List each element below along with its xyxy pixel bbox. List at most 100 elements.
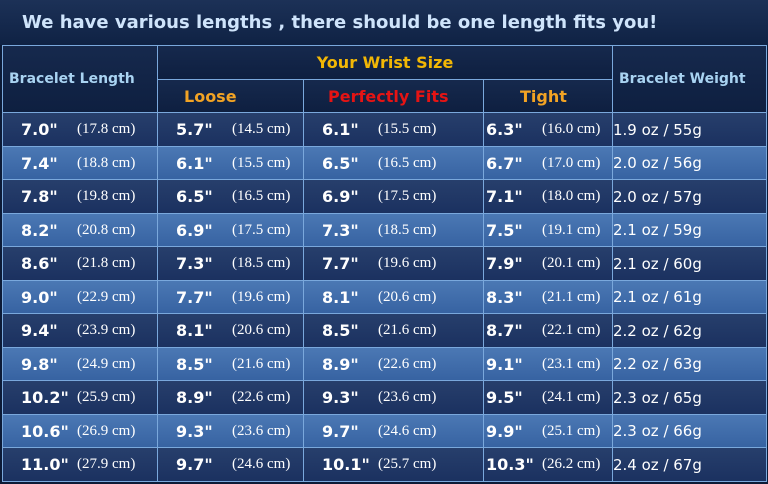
inch-value: 8.9" — [176, 388, 213, 407]
table-cell: 9.0" (22.9 cm) — [2, 280, 158, 314]
table-cell: 2.4 oz / 67g — [612, 447, 767, 482]
inch-value: 8.7" — [486, 321, 523, 340]
inch-value: 7.7" — [176, 287, 213, 307]
table-cell: 9.4" (23.9 cm) — [2, 313, 158, 348]
cm-value: (25.1 cm) — [542, 422, 601, 439]
weight-value: 2.4 oz / 67g — [613, 455, 702, 474]
inch-value: 6.1" — [322, 120, 359, 139]
table-cell: 2.1 oz / 60g — [612, 246, 767, 281]
cm-value: (17.5 cm) — [378, 188, 437, 204]
table-cell: 6.1" (15.5 cm) — [157, 146, 304, 180]
table-cell: 9.3" (23.6 cm) — [303, 380, 484, 415]
inch-value: 9.7" — [176, 455, 213, 474]
title: We have various lengths , there should b… — [0, 0, 768, 45]
inch-value: 6.5" — [322, 153, 359, 173]
cm-value: (22.6 cm) — [232, 389, 291, 405]
table-cell: 2.1 oz / 61g — [612, 280, 767, 314]
table-cell: 10.2" (25.9 cm) — [2, 380, 158, 415]
weight-value: 2.3 oz / 65g — [613, 388, 702, 407]
inch-value: 9.7" — [322, 421, 359, 441]
cm-value: (22.6 cm) — [378, 355, 437, 372]
table-cell: 9.7" (24.6 cm) — [157, 447, 304, 482]
table-cell: 10.3" (26.2 cm) — [483, 447, 613, 482]
table-cell: 2.3 oz / 66g — [612, 414, 767, 448]
table-cell: 2.0 oz / 57g — [612, 179, 767, 214]
inch-value: 9.8" — [21, 354, 58, 374]
cm-value: (23.6 cm) — [378, 389, 437, 405]
inch-value: 7.5" — [486, 220, 523, 240]
table-cell: 8.7" (22.1 cm) — [483, 313, 613, 348]
header-text: Loose — [184, 86, 237, 106]
header-cell: Tight — [483, 79, 613, 113]
table-cell: 7.0" (17.8 cm) — [2, 112, 158, 147]
cm-value: (23.1 cm) — [542, 355, 601, 372]
table-cell: 2.2 oz / 62g — [612, 313, 767, 348]
cm-value: (24.6 cm) — [232, 456, 291, 472]
weight-value: 2.1 oz / 60g — [613, 254, 702, 273]
table-cell: 10.6" (26.9 cm) — [2, 414, 158, 448]
inch-value: 5.7" — [176, 120, 213, 139]
weight-value: 2.1 oz / 59g — [613, 221, 702, 239]
weight-value: 1.9 oz / 55g — [613, 120, 702, 139]
inch-value: 10.1" — [322, 455, 370, 474]
table-cell: 7.7" (19.6 cm) — [157, 280, 304, 314]
inch-value: 10.6" — [21, 421, 69, 441]
table-cell: 6.5" (16.5 cm) — [157, 179, 304, 214]
cm-value: (21.6 cm) — [232, 355, 291, 372]
weight-value: 2.2 oz / 62g — [613, 321, 702, 340]
inch-value: 8.1" — [322, 287, 359, 307]
weight-value: 2.0 oz / 57g — [613, 187, 702, 206]
cm-value: (22.9 cm) — [77, 288, 136, 305]
table-cell: 6.9" (17.5 cm) — [157, 213, 304, 247]
inch-value: 9.9" — [486, 421, 523, 441]
cm-value: (18.8 cm) — [77, 154, 136, 171]
header-cell: Perfectly Fits — [303, 79, 484, 113]
cm-value: (22.1 cm) — [542, 322, 601, 338]
cm-value: (21.1 cm) — [542, 288, 601, 305]
table-cell: 7.3" (18.5 cm) — [157, 246, 304, 281]
table-cell: 8.9" (22.6 cm) — [303, 347, 484, 381]
cm-value: (19.1 cm) — [542, 221, 601, 238]
cm-value: (21.6 cm) — [378, 322, 437, 338]
cm-value: (23.6 cm) — [232, 422, 291, 439]
inch-value: 11.0" — [21, 455, 69, 474]
weight-value: 2.2 oz / 63g — [613, 355, 702, 373]
inch-value: 7.4" — [21, 153, 58, 173]
cm-value: (16.5 cm) — [378, 154, 437, 171]
inch-value: 7.0" — [21, 120, 58, 139]
table-cell: 2.3 oz / 65g — [612, 380, 767, 415]
inch-value: 6.1" — [176, 153, 213, 173]
cm-value: (19.8 cm) — [77, 188, 136, 204]
cm-value: (15.5 cm) — [232, 154, 291, 171]
inch-value: 9.3" — [176, 421, 213, 441]
table-cell: 11.0" (27.9 cm) — [2, 447, 158, 482]
inch-value: 6.3" — [486, 120, 523, 139]
table-cell: 7.1" (18.0 cm) — [483, 179, 613, 214]
table-cell: 7.8" (19.8 cm) — [2, 179, 158, 214]
cm-value: (24.6 cm) — [378, 422, 437, 439]
inch-value: 6.9" — [176, 220, 213, 240]
table-cell: 7.3" (18.5 cm) — [303, 213, 484, 247]
table-cell: 8.2" (20.8 cm) — [2, 213, 158, 247]
header-cell: Your Wrist Size — [157, 45, 613, 80]
table-cell: 6.3" (16.0 cm) — [483, 112, 613, 147]
header-text: Your Wrist Size — [316, 53, 454, 72]
header-text: Bracelet Length — [9, 71, 135, 87]
cm-value: (24.9 cm) — [77, 355, 136, 372]
table-cell: 5.7" (14.5 cm) — [157, 112, 304, 147]
table-cell: 6.1" (15.5 cm) — [303, 112, 484, 147]
inch-value: 7.9" — [486, 254, 523, 273]
table-cell: 6.9" (17.5 cm) — [303, 179, 484, 214]
cm-value: (16.5 cm) — [232, 188, 291, 204]
cm-value: (17.5 cm) — [232, 221, 291, 238]
cm-value: (20.6 cm) — [232, 322, 291, 338]
inch-value: 7.3" — [176, 254, 213, 273]
inch-value: 9.5" — [486, 388, 523, 407]
table-cell: 8.1" (20.6 cm) — [303, 280, 484, 314]
table-cell: 9.8" (24.9 cm) — [2, 347, 158, 381]
table-cell: 7.4" (18.8 cm) — [2, 146, 158, 180]
inch-value: 9.0" — [21, 287, 58, 307]
table-cell: 9.5" (24.1 cm) — [483, 380, 613, 415]
inch-value: 6.5" — [176, 187, 213, 206]
